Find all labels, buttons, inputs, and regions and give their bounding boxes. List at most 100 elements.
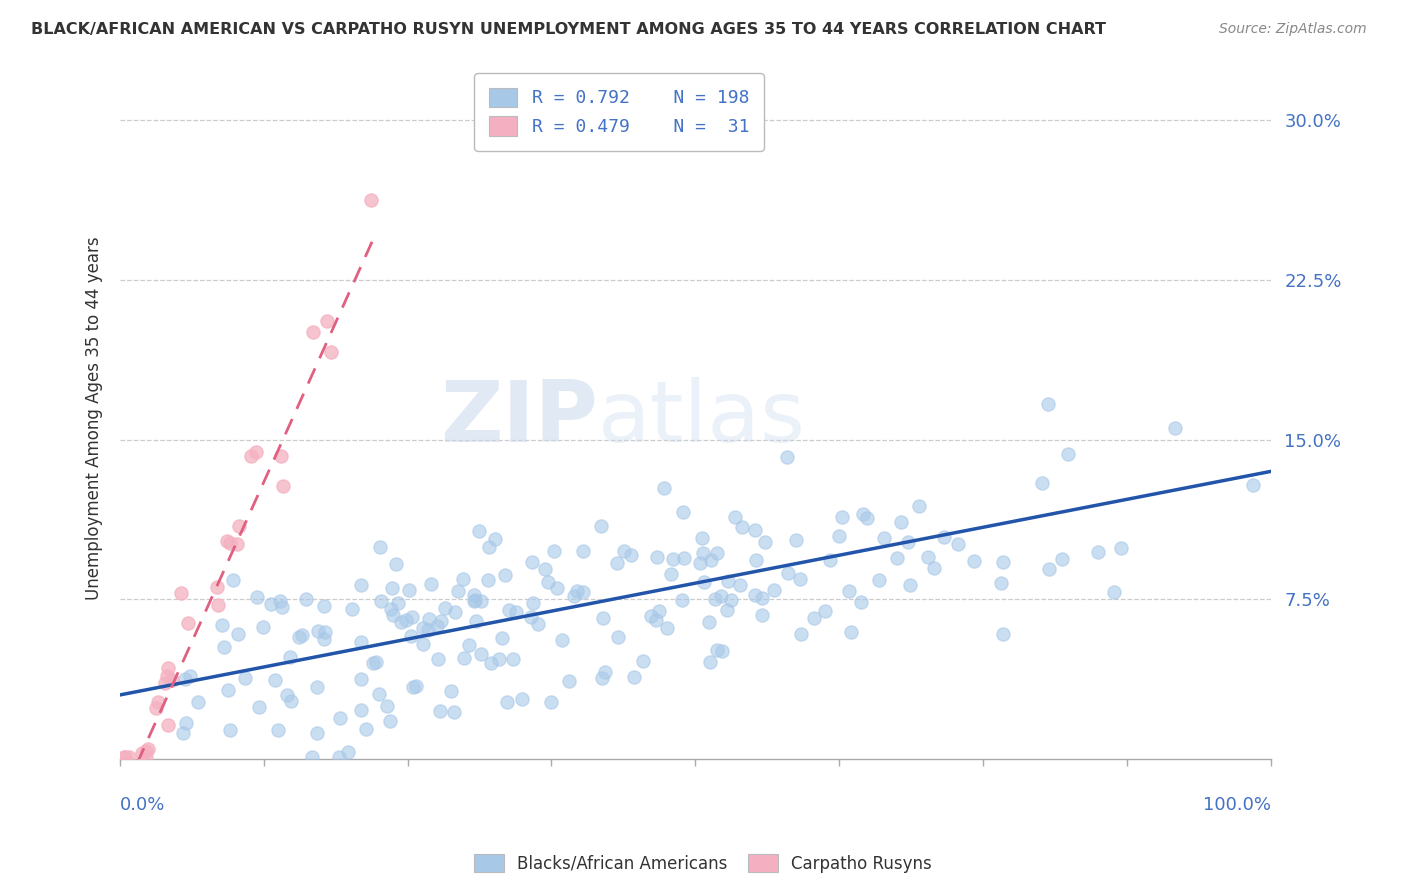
Point: [1056, 447, 1078, 461]
Point: [744, 523, 766, 537]
Legend: Blacks/African Americans, Carpatho Rusyns: Blacks/African Americans, Carpatho Rusyn…: [467, 847, 939, 880]
Point: [307, 726, 329, 740]
Point: [222, 574, 245, 588]
Point: [301, 749, 323, 764]
Point: [271, 599, 294, 614]
Point: [429, 704, 451, 718]
Point: [645, 549, 668, 564]
Point: [367, 687, 389, 701]
Point: [468, 524, 491, 539]
Point: [146, 695, 169, 709]
Point: [717, 574, 740, 588]
Point: [412, 621, 434, 635]
Point: [745, 552, 768, 566]
Point: [550, 632, 572, 647]
Point: [398, 582, 420, 597]
Point: [1031, 476, 1053, 491]
Point: [839, 625, 862, 640]
Point: [640, 609, 662, 624]
Point: [301, 325, 323, 339]
Point: [380, 602, 402, 616]
Point: [226, 627, 249, 641]
Point: [135, 749, 157, 764]
Point: [205, 580, 228, 594]
Point: [751, 591, 773, 606]
Point: [219, 536, 242, 550]
Point: [270, 449, 292, 463]
Point: [350, 703, 373, 717]
Point: [699, 656, 721, 670]
Point: [613, 544, 636, 558]
Point: [440, 684, 463, 698]
Point: [463, 594, 485, 608]
Point: [427, 651, 450, 665]
Point: [457, 638, 479, 652]
Point: [356, 722, 378, 736]
Point: [776, 566, 799, 581]
Point: [990, 575, 1012, 590]
Point: [170, 586, 193, 600]
Point: [114, 749, 136, 764]
Point: [464, 614, 486, 628]
Point: [703, 591, 725, 606]
Point: [312, 632, 335, 647]
Point: [291, 628, 314, 642]
Point: [522, 596, 544, 610]
Point: [763, 582, 786, 597]
Point: [543, 544, 565, 558]
Point: [212, 640, 235, 655]
Point: [1087, 545, 1109, 559]
Point: [886, 551, 908, 566]
Point: [706, 546, 728, 560]
Point: [453, 651, 475, 665]
Legend: R = 0.792    N = 198, R = 0.479    N =  31: R = 0.792 N = 198, R = 0.479 N = 31: [474, 73, 763, 151]
Point: [873, 531, 896, 545]
Point: [700, 553, 723, 567]
Point: [502, 652, 524, 666]
Point: [249, 700, 271, 714]
Point: [484, 533, 506, 547]
Point: [225, 537, 247, 551]
Point: [537, 575, 560, 590]
Point: [908, 500, 931, 514]
Point: [131, 747, 153, 761]
Point: [917, 549, 939, 564]
Point: [319, 344, 342, 359]
Point: [785, 533, 807, 548]
Point: [329, 711, 352, 725]
Point: [305, 681, 328, 695]
Point: [657, 621, 679, 635]
Point: [731, 520, 754, 534]
Point: [494, 567, 516, 582]
Point: [827, 528, 849, 542]
Point: [340, 601, 363, 615]
Point: [1102, 585, 1125, 599]
Point: [720, 593, 742, 607]
Point: [689, 557, 711, 571]
Point: [280, 694, 302, 708]
Point: [430, 615, 453, 629]
Point: [360, 193, 382, 207]
Point: [246, 590, 269, 604]
Point: [963, 554, 986, 568]
Text: ZIP: ZIP: [440, 376, 598, 459]
Point: [245, 444, 267, 458]
Point: [546, 581, 568, 595]
Point: [631, 654, 654, 668]
Point: [361, 657, 384, 671]
Point: [395, 613, 418, 627]
Point: [399, 629, 422, 643]
Point: [571, 584, 593, 599]
Point: [252, 620, 274, 634]
Point: [233, 671, 256, 685]
Point: [218, 723, 240, 738]
Point: [520, 555, 543, 569]
Point: [112, 749, 135, 764]
Point: [803, 611, 825, 625]
Point: [948, 537, 970, 551]
Point: [336, 745, 359, 759]
Point: [534, 561, 557, 575]
Point: [260, 597, 283, 611]
Point: [156, 661, 179, 675]
Point: [288, 630, 311, 644]
